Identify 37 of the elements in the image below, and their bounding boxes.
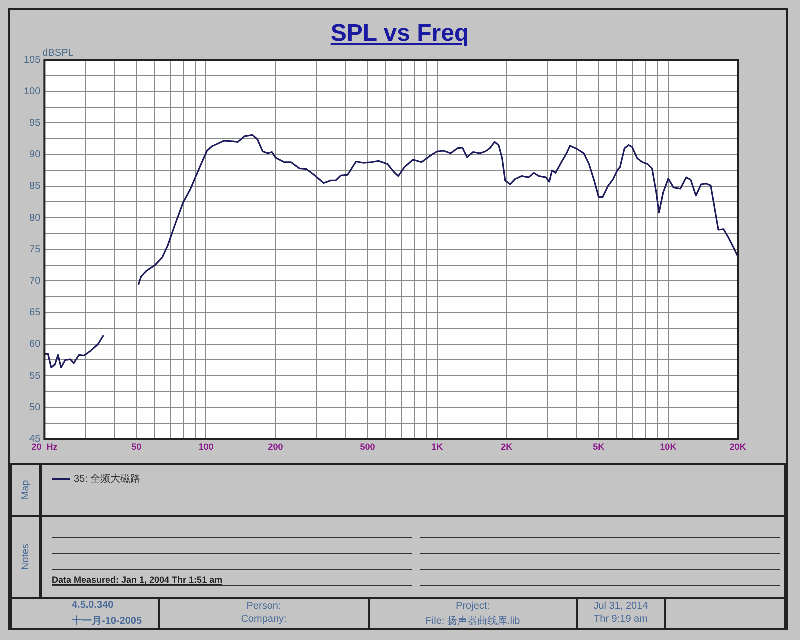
text: Thr 9:19 am: [593, 614, 649, 625]
text: Jul 31, 2014: [592, 601, 650, 612]
y-tick-label: 90: [30, 150, 42, 161]
y-tick-label: 70: [30, 276, 42, 287]
y-axis-title: dBSPL: [42, 48, 74, 59]
x-tick-label: 100: [198, 442, 214, 452]
text: Data Measured: Jan 1, 2004 Thr 1:51 am: [52, 575, 223, 585]
x-tick-label: 500: [360, 442, 376, 452]
x-tick-label: 20 Hz: [32, 442, 58, 452]
x-tick-label: 2K: [501, 442, 514, 452]
y-tick-label: 50: [30, 402, 42, 414]
x-tick-label: 1K: [432, 442, 444, 452]
x-tick-label: 20K: [730, 442, 747, 452]
y-tick-label: 95: [30, 118, 42, 129]
y-tick-label: 65: [30, 308, 42, 319]
text: Map: [20, 480, 31, 500]
y-tick-label: 80: [30, 212, 42, 224]
y-tick-label: 100: [24, 86, 42, 98]
legend-label: 35: 全频大磁路: [74, 472, 141, 486]
y-tick-label: 85: [30, 181, 42, 192]
text: File: 扬声器曲线库.lib: [424, 614, 522, 628]
text: Notes: [20, 544, 31, 570]
y-tick-label: 45: [30, 434, 42, 445]
x-tick-label: 10K: [660, 442, 678, 452]
y-tick-label: 75: [30, 244, 42, 256]
text: 4.5.0.340: [72, 600, 114, 611]
text: Company:: [240, 614, 288, 625]
text: Project:: [455, 601, 491, 612]
text: Person:: [246, 601, 282, 612]
text: 十一月-10-2005: [72, 614, 142, 628]
chart-title: SPL vs Freq: [330, 20, 470, 48]
x-tick-label: 50: [132, 442, 142, 452]
x-tick-label: 5K: [593, 442, 606, 452]
y-tick-label: 105: [24, 54, 42, 66]
x-tick-label: 200: [268, 442, 284, 452]
y-tick-label: 55: [30, 370, 42, 382]
y-tick-label: 60: [30, 339, 42, 350]
